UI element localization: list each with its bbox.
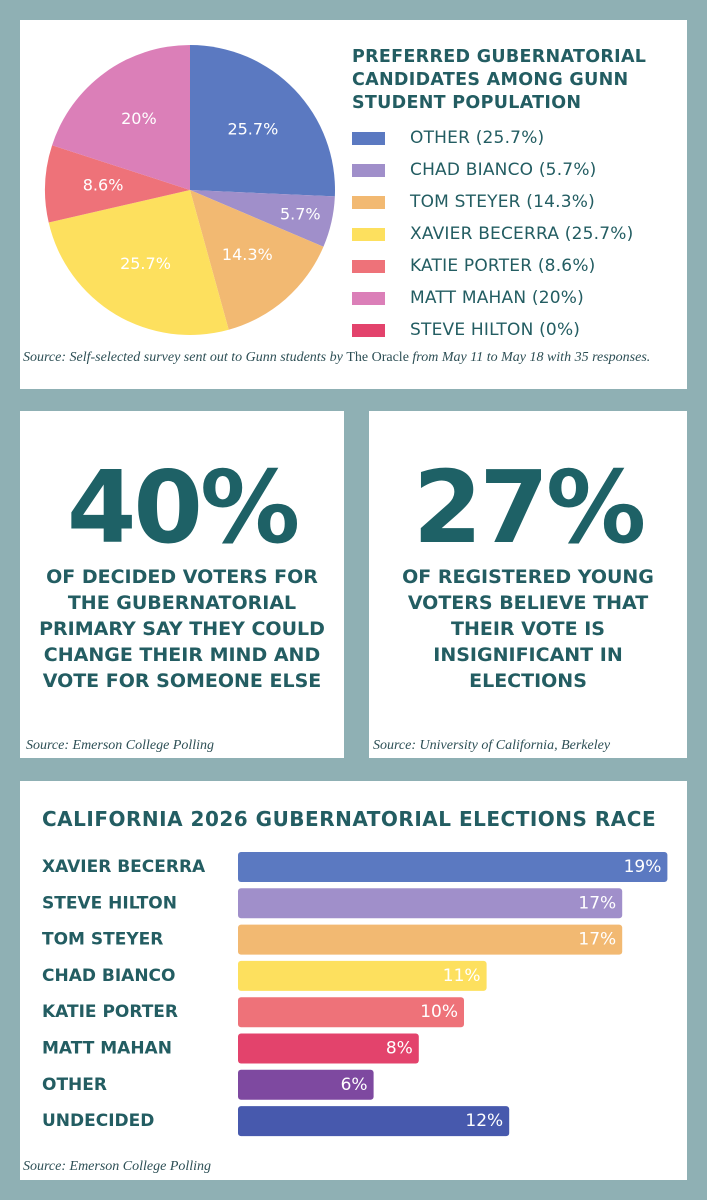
- legend-item-steve-hilton: STEVE HILTON (0%): [352, 314, 633, 346]
- pie-slice-matt-mahan: [52, 45, 191, 190]
- legend-swatch: [352, 259, 385, 273]
- bar-value-xavier-becerra: 19%: [624, 857, 662, 877]
- bar-katie-porter: [238, 997, 464, 1028]
- pie-legend: OTHER (25.7%) CHAD BIANCO (5.7%) TOM STEYE…: [352, 122, 633, 346]
- legend-swatch: [352, 323, 385, 337]
- pie-source-prefix: Source: Self-selected survey sent out to…: [23, 350, 347, 365]
- legend-item-chad-bianco: CHAD BIANCO (5.7%): [352, 154, 633, 186]
- bar-chart: XAVIER BECERRA 19% STEVE HILTON 17% TOM STEY…: [42, 852, 668, 1137]
- pie-label-chad-bianco: 5.7%: [280, 205, 321, 224]
- bar-undecided: [238, 1106, 510, 1137]
- bar-category-chad-bianco: CHAD BIANCO: [42, 966, 176, 986]
- bar-source: Source: Emerson College Polling: [23, 1159, 212, 1174]
- pie-chart-panel: 25.7% 5.7% 14.3% 25.7% 8.6% 20% PREFERRED GUB…: [20, 20, 687, 389]
- pie-source-publication: The Oracle: [346, 350, 409, 365]
- pie-chart: 25.7% 5.7% 14.3% 25.7% 8.6% 20%: [44, 45, 335, 335]
- legend-item-xavier-becerra: XAVIER BECERRA (25.7%): [352, 218, 633, 250]
- legend-swatch: [352, 195, 385, 209]
- bar-tom-steyer: [238, 924, 623, 955]
- bar-category-tom-steyer: TOM STEYER: [42, 930, 163, 950]
- bar-value-tom-steyer: 17%: [578, 930, 616, 950]
- bar-other: [238, 1069, 374, 1100]
- legend-item-matt-mahan: MATT MAHAN (20%): [352, 282, 633, 314]
- legend-item-other: OTHER (25.7%): [352, 122, 633, 154]
- bar-matt-mahan: [238, 1033, 419, 1064]
- bar-steve-hilton: [238, 888, 623, 919]
- legend-item-tom-steyer: TOM STEYER (14.3%): [352, 186, 633, 218]
- bar-chad-bianco: [238, 960, 487, 991]
- bar-xavier-becerra: [238, 852, 668, 882]
- legend-label: STEVE HILTON (0%): [410, 320, 581, 340]
- legend-label: TOM STEYER (14.3%): [410, 192, 595, 212]
- stat-panel-right: 27% OF REGISTERED YOUNG VOTERS BELIEVE T…: [369, 411, 687, 758]
- legend-label: MATT MAHAN (20%): [410, 288, 584, 308]
- legend-label: OTHER (25.7%): [410, 128, 545, 148]
- stat-left-text: OF DECIDED VOTERS FOR THE GUBERNATORIAL …: [39, 566, 325, 692]
- bar-category-other: OTHER: [42, 1075, 107, 1095]
- legend-label: KATIE PORTER (8.6%): [410, 256, 596, 276]
- pie-source: Source: Self-selected survey sent out to…: [23, 349, 683, 366]
- pie-slice-katie-porter: [44, 145, 190, 223]
- bar-category-xavier-becerra: XAVIER BECERRA: [42, 857, 206, 877]
- bar-value-chad-bianco: 11%: [443, 966, 481, 986]
- bar-value-matt-mahan: 8%: [386, 1039, 413, 1059]
- stat-right-text: OF REGISTERED YOUNG VOTERS BELIEVE THAT …: [402, 566, 654, 692]
- stat-right-number: 27%: [412, 449, 646, 566]
- legend-swatch: [352, 291, 385, 305]
- stat-right-source: Source: University of California, Berkel…: [373, 738, 611, 753]
- bar-value-other: 6%: [341, 1075, 368, 1095]
- bar-value-undecided: 12%: [465, 1111, 503, 1131]
- bar-category-undecided: UNDECIDED: [42, 1111, 154, 1131]
- bar-chart-panel: CALIFORNIA 2026 GUBERNATORIAL ELECTIONS …: [20, 781, 687, 1180]
- pie-chart-title: PREFERRED GUBERNATORIAL CANDIDATES AMONG…: [352, 47, 647, 113]
- stat-left-source: Source: Emerson College Polling: [26, 738, 215, 753]
- pie-label-other: 25.7%: [227, 119, 278, 138]
- legend-swatch: [352, 131, 385, 145]
- legend-item-katie-porter: KATIE PORTER (8.6%): [352, 250, 633, 282]
- bar-category-matt-mahan: MATT MAHAN: [42, 1039, 172, 1059]
- legend-label: XAVIER BECERRA (25.7%): [410, 224, 634, 244]
- pie-label-katie-porter: 8.6%: [83, 176, 124, 195]
- pie-slice-tom-steyer: [190, 190, 324, 330]
- pie-label-xavier-becerra: 25.7%: [120, 254, 171, 273]
- bar-category-steve-hilton: STEVE HILTON: [42, 893, 177, 913]
- pie-label-matt-mahan: 20%: [121, 109, 157, 128]
- pie-label-tom-steyer: 14.3%: [222, 245, 273, 264]
- bar-value-katie-porter: 10%: [420, 1002, 458, 1022]
- stat-panel-left: 40% OF DECIDED VOTERS FOR THE GUBERNATOR…: [20, 411, 344, 758]
- bar-chart-title: CALIFORNIA 2026 GUBERNATORIAL ELECTIONS …: [42, 807, 657, 831]
- legend-label: CHAD BIANCO (5.7%): [410, 160, 597, 180]
- pie-slice-chad-bianco: [190, 190, 335, 247]
- bar-category-katie-porter: KATIE PORTER: [42, 1002, 178, 1022]
- bar-value-steve-hilton: 17%: [578, 893, 616, 913]
- pie-slice-other: [190, 45, 335, 197]
- legend-swatch: [352, 163, 385, 177]
- legend-swatch: [352, 227, 385, 241]
- pie-slice-xavier-becerra: [48, 190, 229, 335]
- stat-left-number: 40%: [66, 449, 300, 566]
- pie-source-suffix: from May 11 to May 18 with 35 responses.: [408, 350, 651, 365]
